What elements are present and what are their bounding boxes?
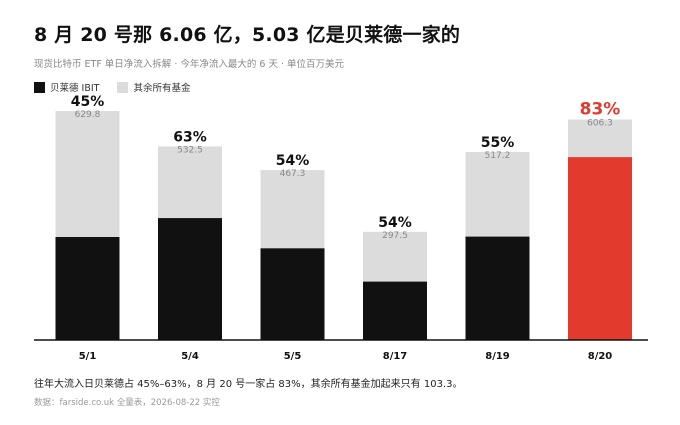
total-label-5/1: 629.8 [75, 110, 101, 120]
legend-swatch-others [117, 81, 129, 93]
chart-footnote: 往年大流入日贝莱德占 45%–63%，8 月 20 号一家占 83%，其余所有基… [34, 379, 463, 390]
legend-item-others: 其余所有基金 [117, 80, 190, 94]
share-label-5/5: 54% [276, 153, 310, 169]
chart-legend: 贝莱德 IBIT 其余所有基金 [34, 80, 208, 94]
bar-others-8/20 [568, 119, 632, 158]
share-label-8/20: 83% [580, 100, 621, 120]
bar-ibit-5/4 [158, 218, 222, 340]
bar-ibit-8/17 [363, 281, 427, 340]
bar-ibit-5/1 [55, 236, 120, 340]
total-label-8/19: 517.2 [485, 151, 511, 161]
legend-item-ibit: 贝莱德 IBIT [34, 80, 99, 94]
bar-others-8/17 [363, 231, 427, 282]
total-label-8/17: 297.5 [382, 231, 408, 241]
share-label-5/1: 45% [71, 94, 105, 110]
category-label-8/17: 8/17 [383, 351, 408, 362]
category-label-5/5: 5/5 [284, 351, 302, 362]
legend-label-others: 其余所有基金 [133, 83, 191, 94]
bar-others-5/4 [158, 146, 222, 219]
total-label-8/20: 606.3 [587, 119, 613, 129]
total-label-5/4: 532.5 [177, 145, 203, 155]
category-label-8/20: 8/20 [588, 351, 613, 362]
chart-subtitle: 现货比特币 ETF 单日净流入拆解 · 今年净流入最大的 6 天 · 单位百万美… [34, 59, 345, 70]
category-label-5/4: 5/4 [181, 351, 199, 362]
category-label-5/1: 5/1 [79, 351, 97, 362]
share-label-8/17: 54% [378, 215, 412, 231]
total-label-5/5: 467.3 [280, 169, 306, 179]
bar-ibit-5/5 [260, 248, 325, 340]
data-source: 数据：farside.co.uk 全量表，2026-08-22 实控 [34, 398, 220, 408]
bar-ibit-8/20 [568, 157, 632, 340]
bar-others-8/19 [465, 151, 530, 237]
legend-swatch-ibit [34, 81, 45, 93]
legend-label-ibit: 贝莱德 IBIT [50, 83, 100, 94]
share-label-5/4: 63% [173, 129, 207, 145]
bar-ibit-8/19 [465, 236, 530, 340]
category-label-8/19: 8/19 [485, 351, 510, 362]
share-label-8/19: 55% [481, 135, 515, 151]
bar-others-5/1 [55, 111, 120, 237]
chart-title: 8 月 20 号那 6.06 亿，5.03 亿是贝莱德一家的 [34, 24, 461, 46]
bar-others-5/5 [260, 170, 325, 249]
